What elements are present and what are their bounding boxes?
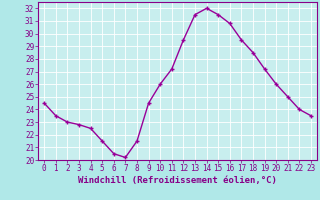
X-axis label: Windchill (Refroidissement éolien,°C): Windchill (Refroidissement éolien,°C) bbox=[78, 176, 277, 185]
